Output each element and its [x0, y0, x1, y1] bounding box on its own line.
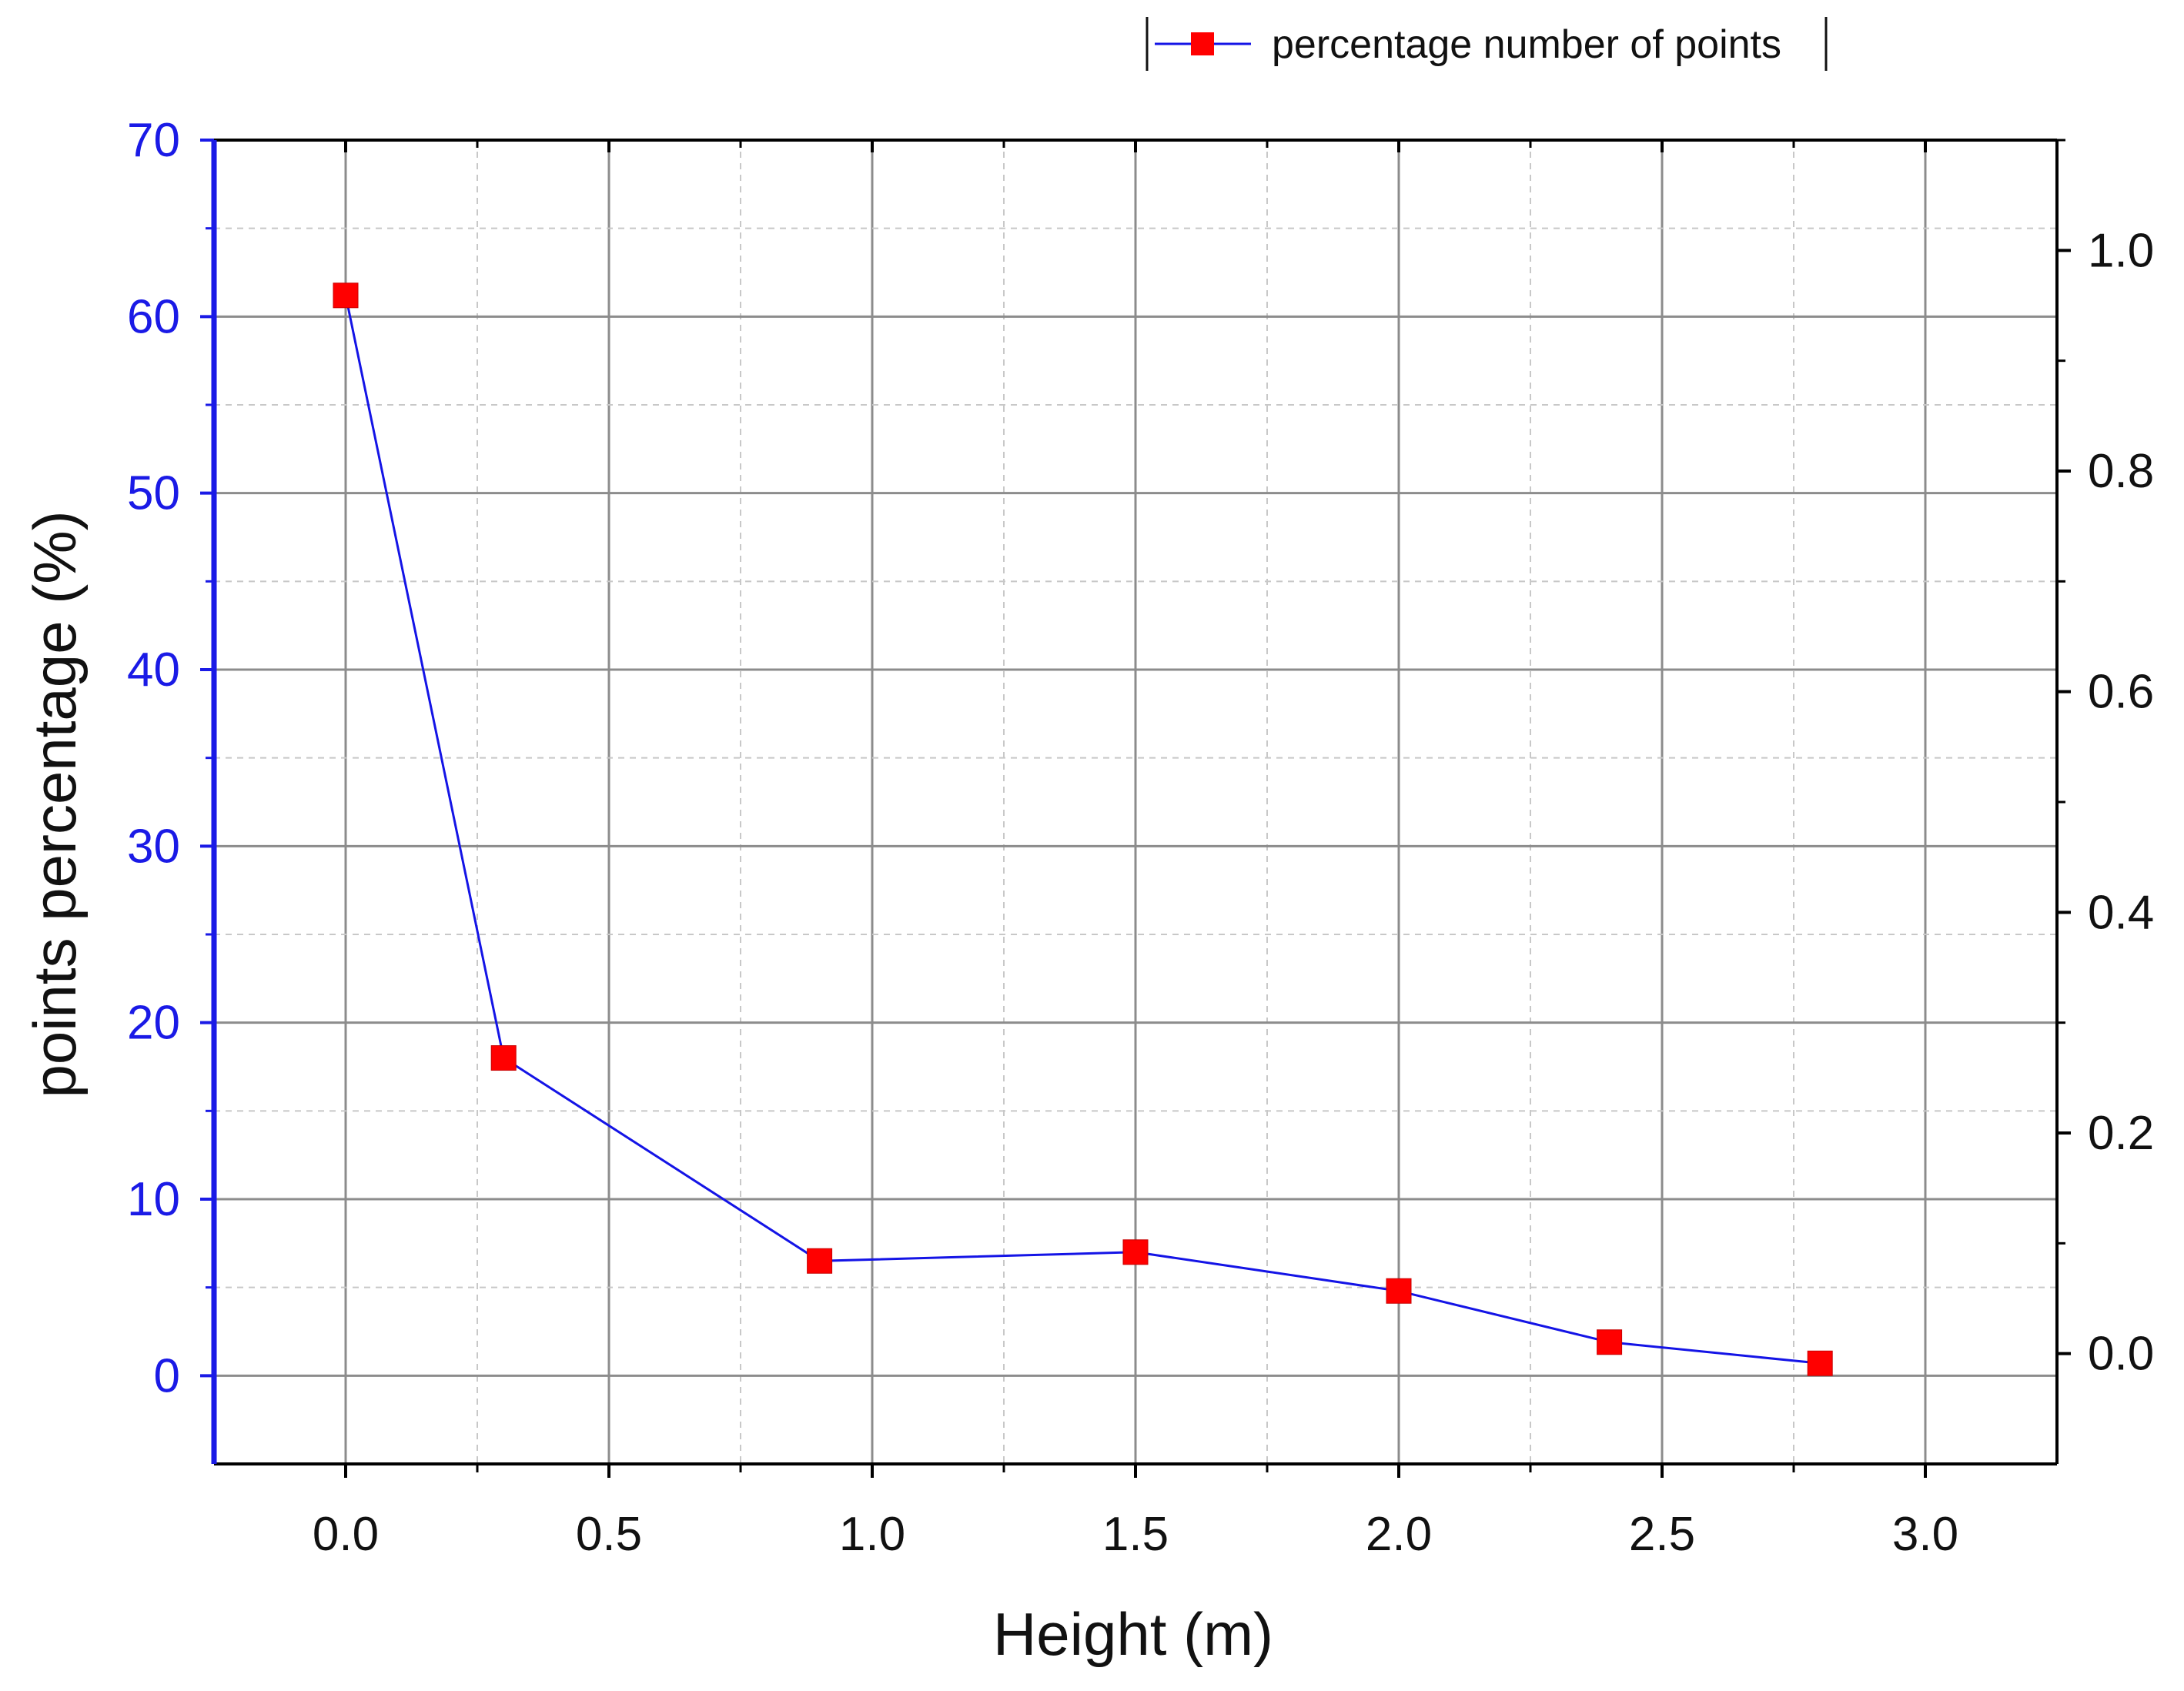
x-tick-label: 2.0 [1366, 1508, 1432, 1561]
y-tick-label: 10 [127, 1173, 180, 1226]
legend: percentage number of points [1146, 17, 1828, 71]
y2-tick-label: 0.2 [2088, 1107, 2154, 1160]
series-layer [333, 282, 1833, 1376]
data-point [490, 1045, 517, 1071]
data-point [807, 1248, 833, 1274]
y-tick-label: 20 [127, 997, 180, 1050]
grid [214, 140, 2057, 1464]
data-point [1597, 1329, 1623, 1355]
ticks-layer: 0.0 0.5 1.0 1.5 2.0 2.5 3.0 0 10 20 30 40 50 60 70 0.0 0… [127, 114, 2154, 1561]
y2-tick-label: 0.4 [2088, 886, 2154, 939]
data-point [333, 282, 359, 309]
x-tick-label: 1.0 [839, 1508, 905, 1561]
x-tick-label: 3.0 [1892, 1508, 1958, 1561]
x-tick-label: 0.5 [576, 1508, 642, 1561]
y-axis-title: points percentage (%) [21, 510, 89, 1098]
x-tick-label: 2.5 [1629, 1508, 1695, 1561]
y-tick-label: 0 [154, 1349, 180, 1402]
x-tick-label: 0.0 [313, 1508, 379, 1561]
x-axis-title: Height (m) [993, 1600, 1273, 1668]
y2-tick-label: 0.6 [2088, 666, 2154, 719]
y-tick-label: 40 [127, 643, 180, 697]
y-tick-label: 30 [127, 820, 180, 873]
x-tick-label: 1.5 [1102, 1508, 1169, 1561]
y-tick-label: 70 [127, 114, 180, 167]
y-tick-label: 60 [127, 290, 180, 343]
y2-tick-label: 1.0 [2088, 224, 2154, 277]
y2-tick-label: 0.8 [2088, 445, 2154, 498]
y2-tick-label: 0.0 [2088, 1328, 2154, 1381]
legend-marker-swatch [1191, 32, 1214, 55]
y-tick-label: 50 [127, 467, 180, 520]
legend-label: percentage number of points [1272, 22, 1781, 67]
data-point [1807, 1350, 1833, 1376]
data-point [1122, 1239, 1149, 1265]
data-point [1386, 1278, 1412, 1304]
